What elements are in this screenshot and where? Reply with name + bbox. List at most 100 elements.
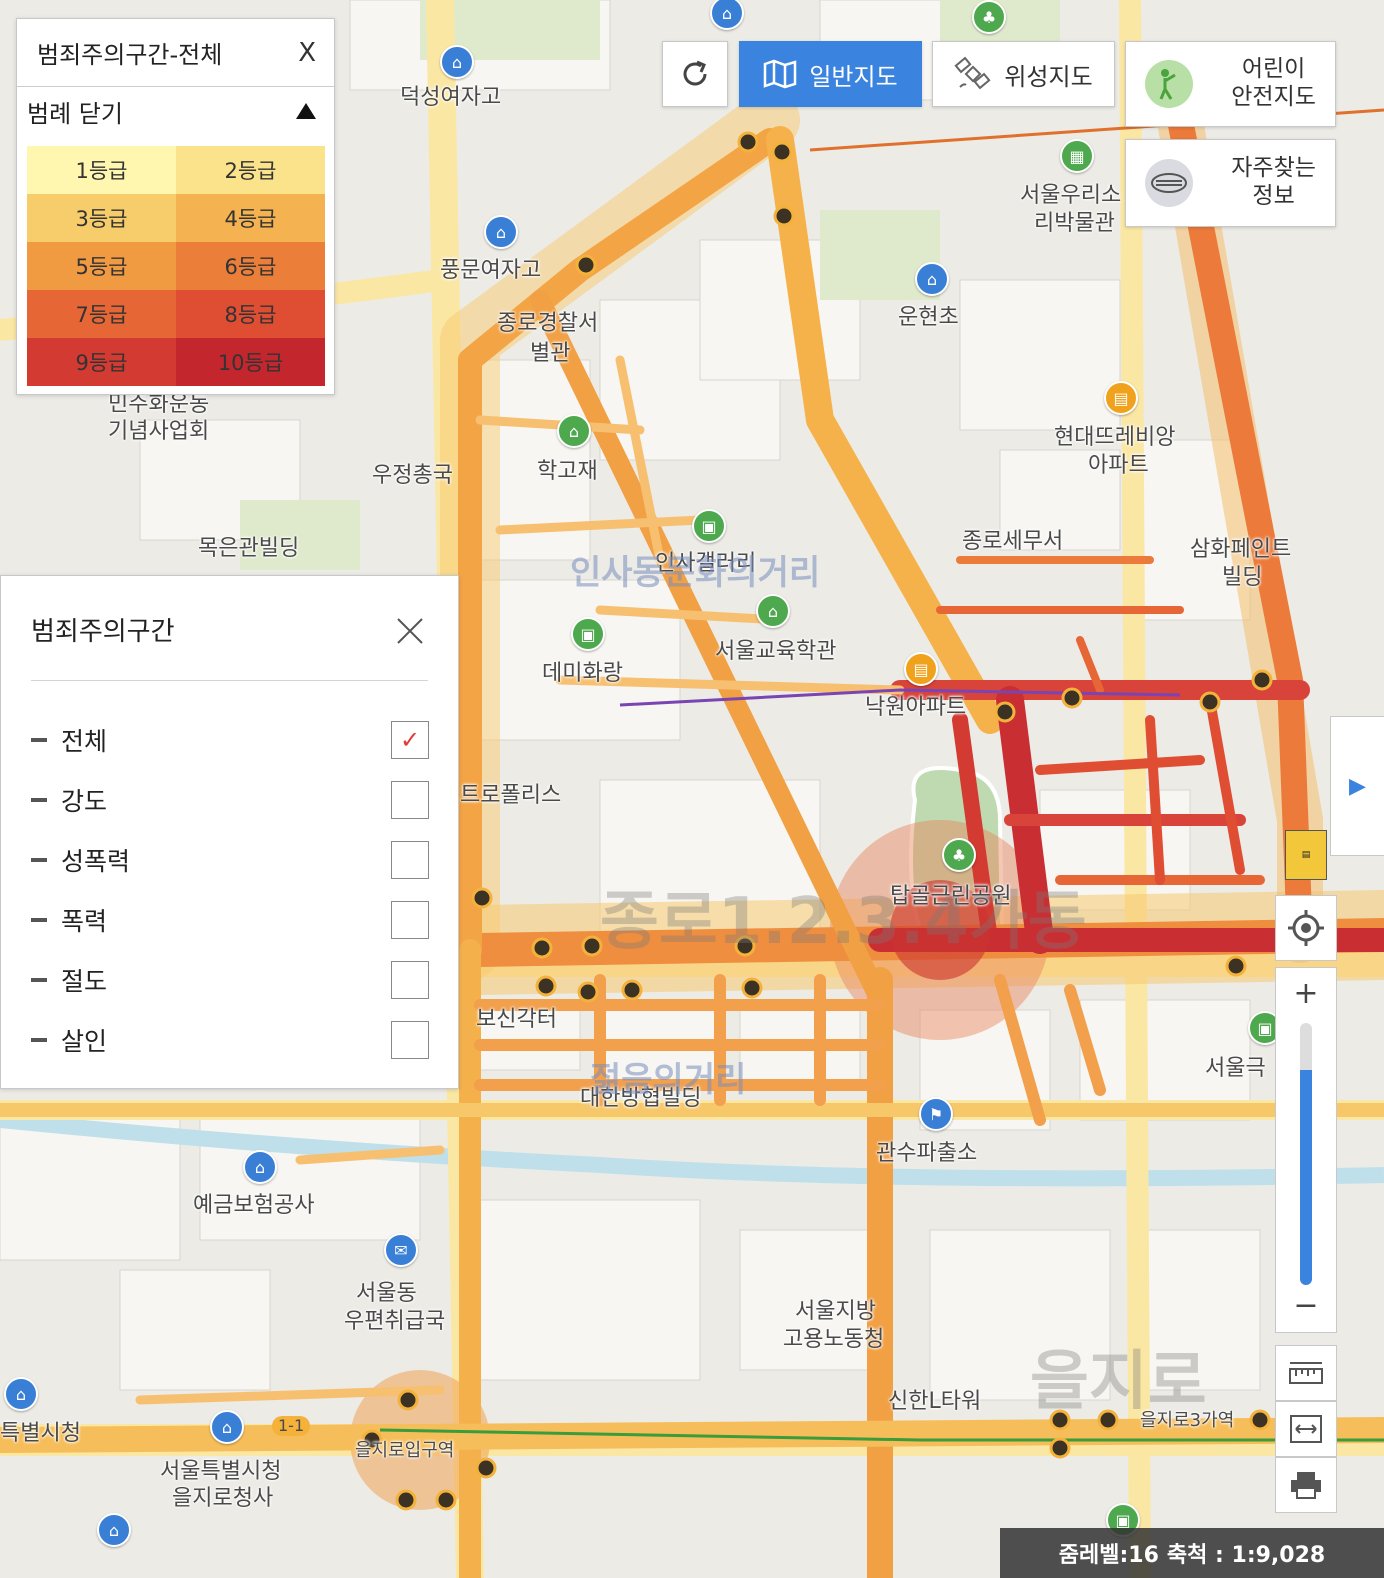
park-icon[interactable]: ♣ [942, 838, 976, 872]
gallery-icon[interactable]: ▣ [692, 509, 726, 543]
crosshair-icon [1288, 910, 1324, 946]
map-icon [764, 59, 797, 89]
filter-checkbox[interactable]: ✓ [391, 721, 429, 759]
zoom-slider[interactable] [1300, 1023, 1312, 1285]
filter-checkbox[interactable] [391, 1021, 429, 1059]
map-label: 예금보험공사 [193, 1193, 315, 1218]
filter-option[interactable]: 살인 [31, 1019, 429, 1061]
post-office-icon[interactable]: ✉ [384, 1233, 418, 1267]
satellite-map-label: 위성지도 [1004, 62, 1093, 91]
my-location-button[interactable] [1275, 895, 1337, 961]
general-map-button[interactable]: 일반지도 [739, 41, 922, 107]
map-label: 낙원아파트 [865, 695, 967, 720]
dash-icon [31, 798, 47, 802]
map-label: 서울동 [356, 1281, 417, 1306]
map-label: 트로폴리스 [460, 783, 562, 808]
culture-icon[interactable]: ♣ [972, 0, 1006, 34]
map-label: 빌딩 [1222, 565, 1263, 590]
zoom-level-fill [1300, 1070, 1312, 1285]
filter-option[interactable]: 절도 [31, 959, 429, 1001]
map-label: 리박물관 [1034, 211, 1115, 236]
bank-icon[interactable]: ⌂ [243, 1150, 277, 1184]
museum-icon[interactable]: ▦ [1060, 139, 1094, 173]
map-label: 종로경찰서 [497, 311, 599, 336]
scale-ratio-text: 축척 : 1:9,028 [1166, 1543, 1326, 1568]
legend-close-button[interactable]: X [298, 37, 316, 68]
cityhall-icon[interactable]: ⌂ [4, 1377, 38, 1411]
map-label: 고용노동청 [783, 1327, 885, 1352]
faq-info-button[interactable]: 자주찾는 정보 [1125, 139, 1336, 227]
map-label: 우편취급국 [344, 1309, 446, 1334]
map-label: 삼화페인트 [1190, 537, 1292, 562]
map-label: 대한방협빌딩 [580, 1086, 702, 1111]
map-label: 종로세무서 [962, 529, 1064, 554]
close-icon[interactable] [395, 616, 425, 646]
zoom-control[interactable]: + − [1275, 967, 1337, 1333]
dash-icon [31, 978, 47, 982]
legend-toggle[interactable]: 범례 닫기 [17, 87, 334, 135]
map-label: 탑골근린공원 [890, 884, 1012, 909]
school-icon[interactable]: ⌂ [484, 215, 518, 249]
district-label: 인사동문화의거리 [570, 553, 821, 593]
map-label: 학고재 [537, 459, 598, 484]
refresh-icon [683, 60, 707, 86]
side-panel-toggle[interactable]: ▶ [1330, 716, 1384, 856]
office-icon[interactable]: ⌂ [97, 1513, 131, 1547]
printer-icon [1291, 1472, 1321, 1499]
kids-map-line2: 안전지도 [1231, 84, 1316, 110]
gallery-icon[interactable]: ▣ [571, 617, 605, 651]
filter-title: 범죄주의구간 [31, 617, 175, 647]
print-button[interactable] [1275, 1457, 1337, 1513]
distance-measure-button[interactable] [1275, 1345, 1337, 1401]
filter-option[interactable]: 전체 ✓ [31, 719, 429, 761]
info-icon [1145, 159, 1194, 207]
ruler-icon [1289, 1362, 1323, 1384]
cityhall-icon[interactable]: ⌂ [210, 1410, 244, 1444]
map-label: 아파트 [1088, 453, 1149, 478]
filter-option[interactable]: 성폭력 [31, 839, 429, 881]
station-label: 을지로입구역 [355, 1440, 455, 1461]
license-plate-icon: ▤ [1301, 850, 1311, 860]
police-icon[interactable]: ⚑ [919, 1097, 953, 1131]
faq-line2: 정보 [1252, 183, 1295, 209]
map-label: 기념사업회 [108, 419, 210, 444]
collapse-triangle-icon[interactable] [296, 103, 316, 119]
license-plate-button[interactable]: ▤ [1285, 830, 1327, 880]
district-label: 을지로 [1030, 1345, 1207, 1419]
exit-badge: 1-1 [272, 1416, 311, 1436]
filter-option[interactable]: 폭력 [31, 899, 429, 941]
museum-icon[interactable]: ⌂ [557, 414, 591, 448]
filter-checkbox[interactable] [391, 901, 429, 939]
satellite-map-button[interactable]: 위성지도 [932, 41, 1115, 107]
filter-checkbox[interactable] [391, 961, 429, 999]
school-icon[interactable]: ⌂ [710, 0, 744, 30]
filter-option-label: 강도 [61, 787, 108, 816]
zoom-level-text: 줌레벨:16 [1058, 1543, 1159, 1568]
museum-icon[interactable]: ⌂ [756, 594, 790, 628]
map-label: 서울지방 [795, 1299, 876, 1324]
filter-option[interactable]: 강도 [31, 779, 429, 821]
dash-icon [31, 1038, 47, 1042]
zoom-out-button[interactable]: − [1293, 1288, 1319, 1323]
legend-header: 범죄주의구간-전체 X [17, 19, 334, 87]
district-label: 종로1.2.3.4가동 [600, 885, 1087, 959]
station-label: 을지로3가역 [1140, 1410, 1235, 1431]
refresh-button[interactable] [662, 41, 728, 107]
kids-safety-map-button[interactable]: 어린이 안전지도 [1125, 41, 1336, 127]
filter-option-label: 성폭력 [61, 847, 131, 876]
building-icon[interactable]: ▤ [1104, 381, 1138, 415]
building-icon[interactable]: ▤ [904, 652, 938, 686]
map-label: 목은관빌딩 [198, 536, 300, 561]
school-icon[interactable]: ⌂ [440, 45, 474, 79]
filter-checkbox[interactable] [391, 781, 429, 819]
zoom-in-button[interactable]: + [1293, 976, 1319, 1011]
school-icon[interactable]: ⌂ [915, 262, 949, 296]
filter-divider [31, 680, 428, 681]
area-measure-button[interactable] [1275, 1401, 1337, 1457]
legend-grade-3: 3등급 [27, 194, 176, 242]
filter-checkbox[interactable] [391, 841, 429, 879]
legend-grade-2: 2등급 [176, 146, 325, 194]
map-label: 서울극 [1205, 1056, 1266, 1081]
map-label: 보신각터 [476, 1007, 557, 1032]
